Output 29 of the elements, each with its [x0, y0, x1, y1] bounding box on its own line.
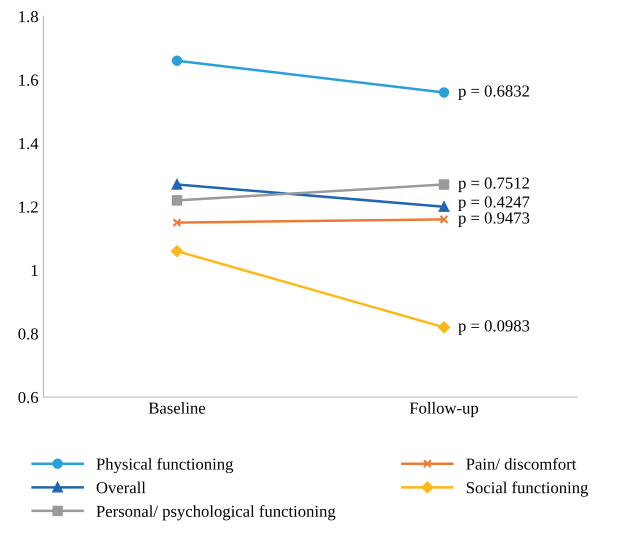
- annotation: p = 0.6832: [458, 85, 529, 100]
- y-tick-label: 1: [32, 264, 38, 276]
- annotation: p = 0.4247: [458, 196, 530, 211]
- x-tick-label: Baseline: [148, 402, 206, 414]
- y-tick-label: 1.8: [19, 11, 38, 22]
- legend-label: Physical functioning: [96, 458, 234, 474]
- point: [438, 202, 450, 212]
- y-tick-label: 0.8: [18, 328, 38, 340]
- point: [172, 56, 182, 66]
- point: [171, 245, 183, 258]
- legend-label: Pain/ discomfort: [466, 458, 576, 470]
- point: [172, 195, 182, 206]
- point: [438, 321, 450, 334]
- point: [172, 218, 182, 228]
- y-tick-label: 0.6: [18, 392, 38, 404]
- legend-label: Social functioning: [466, 481, 588, 497]
- point: [438, 179, 450, 190]
- x-tick-label: Follow-up: [410, 402, 478, 418]
- point: [440, 214, 449, 224]
- annotation: p = 0.0983: [458, 320, 530, 335]
- legend-label: Overall: [96, 482, 146, 494]
- y-tick-label: 1.4: [19, 138, 38, 150]
- y-tick-label: 1.6: [19, 74, 38, 86]
- annotation: p = 0.9473: [458, 212, 530, 227]
- legend-label: Personal/ psychological functioning: [96, 505, 336, 520]
- y-tick-label: 1.2: [19, 201, 38, 213]
- point: [172, 179, 182, 190]
- annotation: p = 0.7512: [458, 177, 529, 192]
- point: [438, 87, 450, 98]
